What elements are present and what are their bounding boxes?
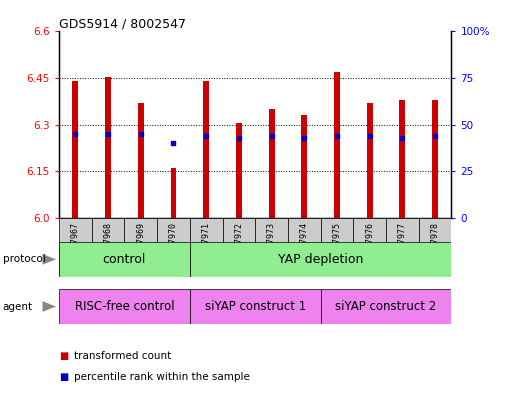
Bar [353, 218, 386, 275]
Text: YAP depletion: YAP depletion [278, 253, 363, 266]
Text: GSM1517969: GSM1517969 [136, 222, 145, 272]
Bar [288, 218, 321, 275]
Bar [255, 218, 288, 275]
Text: GSM1517968: GSM1517968 [104, 222, 112, 272]
Bar [334, 72, 340, 218]
Text: siYAP construct 2: siYAP construct 2 [336, 300, 437, 313]
Bar [367, 103, 372, 218]
Text: transformed count: transformed count [74, 351, 172, 361]
Bar [105, 77, 111, 218]
Text: ■: ■ [59, 351, 68, 361]
Bar [190, 218, 223, 275]
Bar [432, 100, 438, 218]
Text: protocol: protocol [3, 254, 45, 264]
Text: GSM1517978: GSM1517978 [430, 222, 440, 272]
Text: ■: ■ [59, 372, 68, 382]
Bar [400, 100, 405, 218]
Text: GSM1517970: GSM1517970 [169, 222, 178, 272]
Bar [301, 116, 307, 218]
Text: GSM1517977: GSM1517977 [398, 222, 407, 272]
Text: agent: agent [3, 301, 33, 312]
Polygon shape [43, 254, 56, 265]
Text: percentile rank within the sample: percentile rank within the sample [74, 372, 250, 382]
Bar [190, 289, 321, 324]
Text: GSM1517967: GSM1517967 [71, 222, 80, 272]
Bar [59, 242, 190, 277]
Bar [223, 218, 255, 275]
Bar [386, 218, 419, 275]
Text: RISC-free control: RISC-free control [74, 300, 174, 313]
Bar [321, 289, 451, 324]
Bar [72, 81, 78, 218]
Bar [269, 109, 274, 218]
Text: GDS5914 / 8002547: GDS5914 / 8002547 [59, 17, 186, 30]
Bar [203, 81, 209, 218]
Bar [419, 218, 451, 275]
Text: GSM1517973: GSM1517973 [267, 222, 276, 272]
Bar [124, 218, 157, 275]
Bar [236, 123, 242, 218]
Bar [170, 168, 176, 218]
Bar [59, 218, 92, 275]
Text: GSM1517975: GSM1517975 [332, 222, 342, 272]
Bar [59, 289, 190, 324]
Bar [321, 218, 353, 275]
Polygon shape [43, 301, 56, 312]
Text: GSM1517976: GSM1517976 [365, 222, 374, 272]
Text: GSM1517971: GSM1517971 [202, 222, 211, 272]
Text: control: control [103, 253, 146, 266]
Bar [157, 218, 190, 275]
Text: GSM1517974: GSM1517974 [300, 222, 309, 272]
Bar [92, 218, 125, 275]
Text: GSM1517972: GSM1517972 [234, 222, 243, 272]
Bar [190, 242, 451, 277]
Text: siYAP construct 1: siYAP construct 1 [205, 300, 306, 313]
Bar [138, 103, 144, 218]
